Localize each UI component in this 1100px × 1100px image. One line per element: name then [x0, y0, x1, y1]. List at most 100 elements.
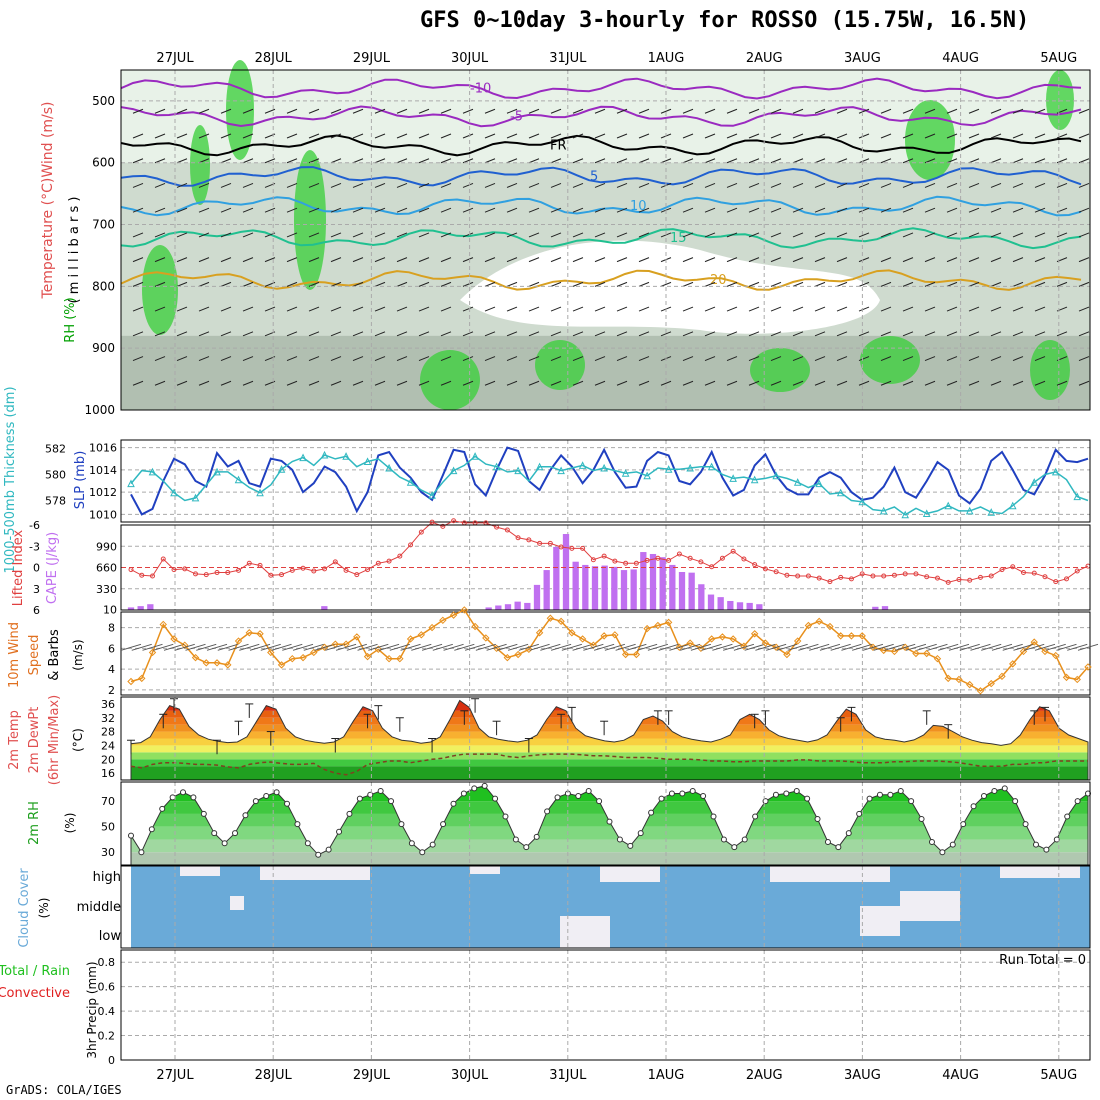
isotherm-label: -5 — [510, 109, 523, 124]
wind-barb — [638, 158, 650, 164]
wind-barb — [626, 643, 647, 651]
wind-barb — [440, 257, 452, 263]
li-point — [515, 535, 521, 541]
rh-point — [928, 839, 935, 846]
wind-barb — [198, 356, 210, 362]
wind-barb — [880, 306, 892, 312]
wind-barb — [507, 643, 529, 651]
wind-barb — [970, 643, 991, 651]
rh2m-axis-label: 2m RH — [27, 801, 42, 845]
rh-point — [700, 793, 707, 800]
wind-barb — [814, 182, 826, 188]
wind-barb — [1078, 232, 1090, 238]
wind-barb — [638, 331, 650, 337]
wind-barb — [132, 306, 144, 312]
wind-barb — [308, 232, 320, 238]
rh-point — [315, 851, 322, 858]
wind-speed-point — [1073, 675, 1081, 684]
li-point — [881, 573, 887, 579]
wind-barb — [990, 182, 1002, 188]
li-point — [429, 519, 435, 525]
thickness-point — [600, 463, 608, 472]
pressure-tick: 500 — [92, 94, 115, 108]
wind-speed-point — [492, 644, 501, 653]
thickness-point — [406, 478, 415, 486]
wind-barb — [880, 207, 892, 213]
wind-barb — [946, 182, 958, 188]
wind-speed-point — [589, 641, 598, 649]
cape-bar — [717, 597, 724, 610]
wind-barb — [220, 281, 232, 287]
cloud-level-label: high — [93, 870, 121, 885]
wind-barb — [528, 158, 540, 164]
wind-speed-point — [138, 674, 146, 683]
pressure-tick: 900 — [92, 341, 115, 355]
cape-bar — [727, 600, 734, 610]
isotherm-line — [120, 134, 1082, 157]
wind-barb — [968, 257, 980, 263]
li-point — [633, 560, 639, 566]
wind-barb — [836, 331, 848, 337]
wind-barb — [418, 331, 430, 337]
wind-barb — [440, 158, 452, 164]
wind-barb — [895, 643, 916, 651]
li-point — [891, 572, 897, 578]
wind-barb — [902, 158, 914, 164]
thickness-point — [664, 465, 673, 473]
wind-barb — [669, 643, 690, 651]
rh-point — [242, 812, 249, 819]
wind-barb — [540, 643, 561, 651]
wind-barb — [704, 158, 716, 164]
wind-barb — [1012, 306, 1024, 312]
wind-barb — [131, 643, 152, 651]
cape-bar — [746, 602, 753, 610]
wind-barb — [132, 331, 144, 337]
wind-barb — [712, 643, 733, 651]
panel-frame — [120, 439, 1091, 523]
temp-band — [131, 731, 1088, 739]
li-point — [945, 579, 951, 585]
thickness-point — [578, 461, 587, 469]
wind-barb — [682, 158, 694, 164]
wind-speed-point — [1084, 663, 1092, 671]
wind-barb — [572, 108, 584, 114]
wind-barb — [550, 306, 562, 312]
wind-barb — [682, 232, 694, 238]
wind-barb — [550, 281, 562, 287]
wind-barb — [770, 380, 782, 386]
slp-tick: 1014 — [89, 464, 117, 477]
thickness-point — [901, 510, 910, 519]
temp-band — [131, 700, 1088, 711]
wind-barb — [792, 182, 804, 188]
wind-barb — [198, 331, 210, 337]
wind-barb — [308, 306, 320, 312]
li-point — [655, 555, 661, 561]
cloud-unit-label: (%) — [37, 898, 51, 919]
wind-barb — [242, 380, 254, 386]
wind-barb — [352, 133, 364, 139]
wind-barb — [572, 232, 584, 238]
pressure-tick: 1000 — [84, 403, 115, 417]
precip-total-label: Total / Rain — [0, 964, 70, 979]
wind-barb — [374, 356, 386, 362]
wind-speed-point — [826, 622, 834, 631]
wind-barb — [440, 281, 452, 287]
wind-barb — [1078, 108, 1090, 114]
wind-barb — [330, 232, 342, 238]
wind-barb — [352, 331, 364, 337]
wind-barb — [594, 306, 606, 312]
wind-barb — [374, 380, 386, 386]
wind-barb — [506, 158, 518, 164]
wind-barb — [991, 643, 1013, 651]
rh-point — [627, 842, 634, 849]
wind-barb — [464, 643, 486, 651]
thickness-point — [148, 467, 157, 476]
wind-barb — [206, 643, 228, 651]
wind-barb — [852, 643, 873, 651]
wind-barb — [946, 207, 958, 213]
wind-barb — [330, 182, 342, 188]
rh-point — [554, 794, 561, 801]
wind-barb — [638, 182, 650, 188]
wind-barb — [440, 356, 452, 362]
precip-tick: 0.2 — [98, 1030, 116, 1043]
